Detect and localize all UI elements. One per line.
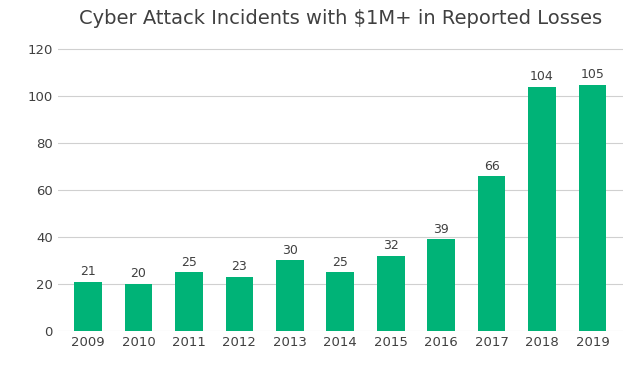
Bar	[225, 277, 253, 331]
Text: 25: 25	[333, 256, 348, 269]
Text: 25: 25	[181, 256, 197, 269]
Bar	[125, 284, 152, 331]
Bar	[528, 87, 556, 331]
Bar	[377, 256, 404, 331]
Text: 66: 66	[483, 159, 499, 173]
Bar	[276, 261, 304, 331]
Bar	[578, 85, 606, 331]
Bar	[428, 240, 455, 331]
Text: 30: 30	[282, 244, 298, 257]
Text: 21: 21	[80, 265, 96, 278]
Bar	[326, 272, 354, 331]
Text: 20: 20	[130, 267, 146, 280]
Text: 105: 105	[580, 68, 604, 81]
Text: 104: 104	[530, 70, 554, 83]
Text: 32: 32	[383, 239, 399, 252]
Bar	[175, 272, 203, 331]
Bar	[478, 176, 505, 331]
Text: 23: 23	[232, 261, 247, 273]
Bar	[74, 282, 102, 331]
Text: 39: 39	[433, 223, 449, 236]
Title: Cyber Attack Incidents with $1M+ in Reported Losses: Cyber Attack Incidents with $1M+ in Repo…	[79, 9, 602, 28]
